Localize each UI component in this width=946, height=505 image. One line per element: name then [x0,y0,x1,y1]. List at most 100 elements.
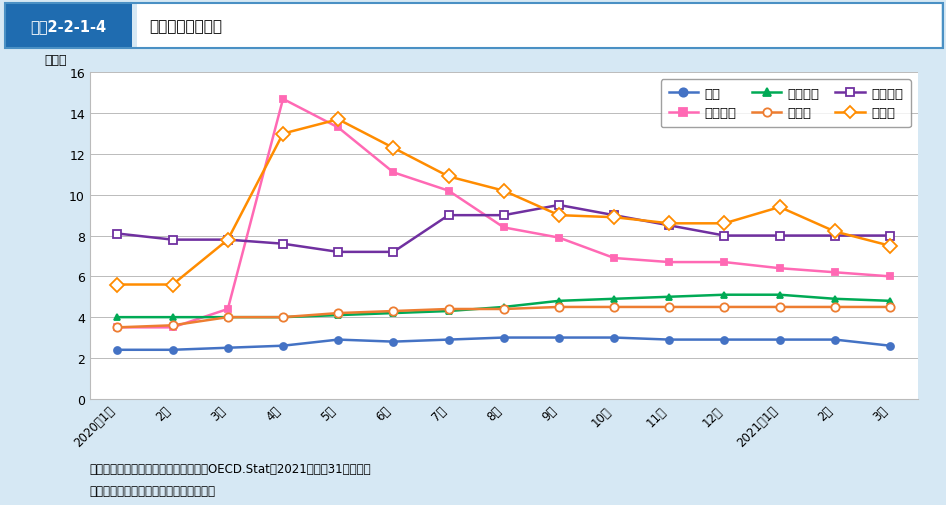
カナダ [167,282,179,288]
イギリス [719,292,730,298]
イギリス [222,315,234,321]
日本 [277,343,289,349]
ドイツ [608,305,620,311]
フランス [388,249,399,256]
ドイツ [553,305,565,311]
日本 [112,347,123,353]
カナダ [443,174,454,180]
アメリカ [388,170,399,176]
フランス [222,237,234,243]
カナダ [608,215,620,221]
フランス [608,213,620,219]
ドイツ [277,315,289,321]
Text: 資料：総務省統計局「労働力調査」、OECD.Stat（2021年５月31日現在）: 資料：総務省統計局「労働力調査」、OECD.Stat（2021年５月31日現在） [90,462,372,475]
アメリカ [719,260,730,266]
ドイツ [829,305,840,311]
フランス [719,233,730,239]
ドイツ [333,311,344,317]
フランス [112,231,123,237]
アメリカ [167,325,179,331]
Line: ドイツ: ドイツ [114,303,894,332]
アメリカ [333,125,344,131]
日本 [498,335,509,341]
Text: （％）: （％） [44,54,67,67]
カナダ [333,117,344,123]
アメリカ [277,96,289,103]
フランス [498,213,509,219]
アメリカ [443,188,454,194]
日本 [719,337,730,343]
日本 [885,343,896,349]
フランス [333,249,344,256]
フランス [553,203,565,209]
カナダ [719,221,730,227]
アメリカ [553,235,565,241]
アメリカ [608,256,620,262]
日本 [388,339,399,345]
イギリス [663,294,674,300]
イギリス [553,298,565,304]
イギリス [443,309,454,315]
カナダ [277,131,289,137]
アメリカ [885,274,896,280]
Text: 図表2-2-1-4: 図表2-2-1-4 [30,19,107,34]
カナダ [885,243,896,249]
フランス [774,233,785,239]
Legend: 日本, アメリカ, イギリス, ドイツ, フランス, カナダ: 日本, アメリカ, イギリス, ドイツ, フランス, カナダ [660,80,911,128]
ドイツ [222,315,234,321]
フランス [885,233,896,239]
カナダ [663,221,674,227]
カナダ [388,145,399,152]
イギリス [608,296,620,302]
Line: 日本: 日本 [114,334,894,353]
カナダ [829,229,840,235]
Line: カナダ: カナダ [113,115,895,290]
Text: 各国の完全失業率: 各国の完全失業率 [149,19,222,34]
Line: フランス: フランス [114,201,894,257]
ドイツ [443,307,454,313]
日本 [663,337,674,343]
Line: アメリカ: アメリカ [114,96,894,331]
カナダ [112,282,123,288]
アメリカ [112,325,123,331]
イギリス [277,315,289,321]
日本 [443,337,454,343]
ドイツ [167,323,179,329]
イギリス [112,315,123,321]
フランス [167,237,179,243]
Line: イギリス: イギリス [114,292,894,321]
アメリカ [829,270,840,276]
イギリス [885,298,896,304]
ドイツ [388,309,399,315]
日本 [222,345,234,351]
ドイツ [663,305,674,311]
フランス [663,223,674,229]
イギリス [167,315,179,321]
イギリス [333,313,344,319]
ドイツ [885,305,896,311]
イギリス [388,311,399,317]
日本 [829,337,840,343]
Bar [5,4,943,49]
イギリス [498,305,509,311]
日本 [553,335,565,341]
カナダ [553,213,565,219]
アメリカ [222,307,234,313]
Bar [5,4,132,49]
アメリカ [663,260,674,266]
ドイツ [774,305,785,311]
日本 [167,347,179,353]
カナダ [774,205,785,211]
ドイツ [112,325,123,331]
Bar [137,4,941,49]
フランス [829,233,840,239]
イギリス [829,296,840,302]
フランス [277,241,289,247]
日本 [333,337,344,343]
日本 [608,335,620,341]
日本 [774,337,785,343]
アメリカ [498,225,509,231]
アメリカ [774,266,785,272]
イギリス [774,292,785,298]
カナダ [498,188,509,194]
